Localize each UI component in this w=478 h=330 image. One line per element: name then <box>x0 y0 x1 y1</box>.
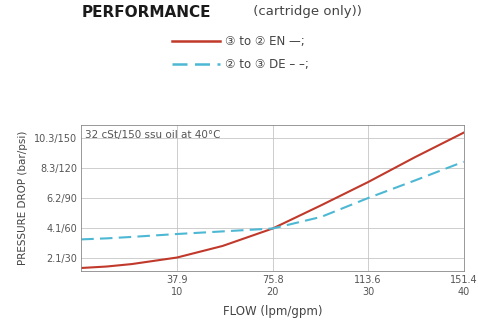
Text: ② to ③ DE – –;: ② to ③ DE – –; <box>225 58 308 71</box>
Text: (cartridge only)): (cartridge only)) <box>249 5 361 18</box>
Text: ③ to ② EN —;: ③ to ② EN —; <box>225 35 304 48</box>
X-axis label: FLOW (lpm/gpm): FLOW (lpm/gpm) <box>223 306 322 318</box>
Text: 32 cSt/150 ssu oil at 40°C: 32 cSt/150 ssu oil at 40°C <box>85 130 220 141</box>
Text: PERFORMANCE: PERFORMANCE <box>81 5 211 20</box>
Y-axis label: PRESSURE DROP (bar/psi): PRESSURE DROP (bar/psi) <box>19 131 28 265</box>
